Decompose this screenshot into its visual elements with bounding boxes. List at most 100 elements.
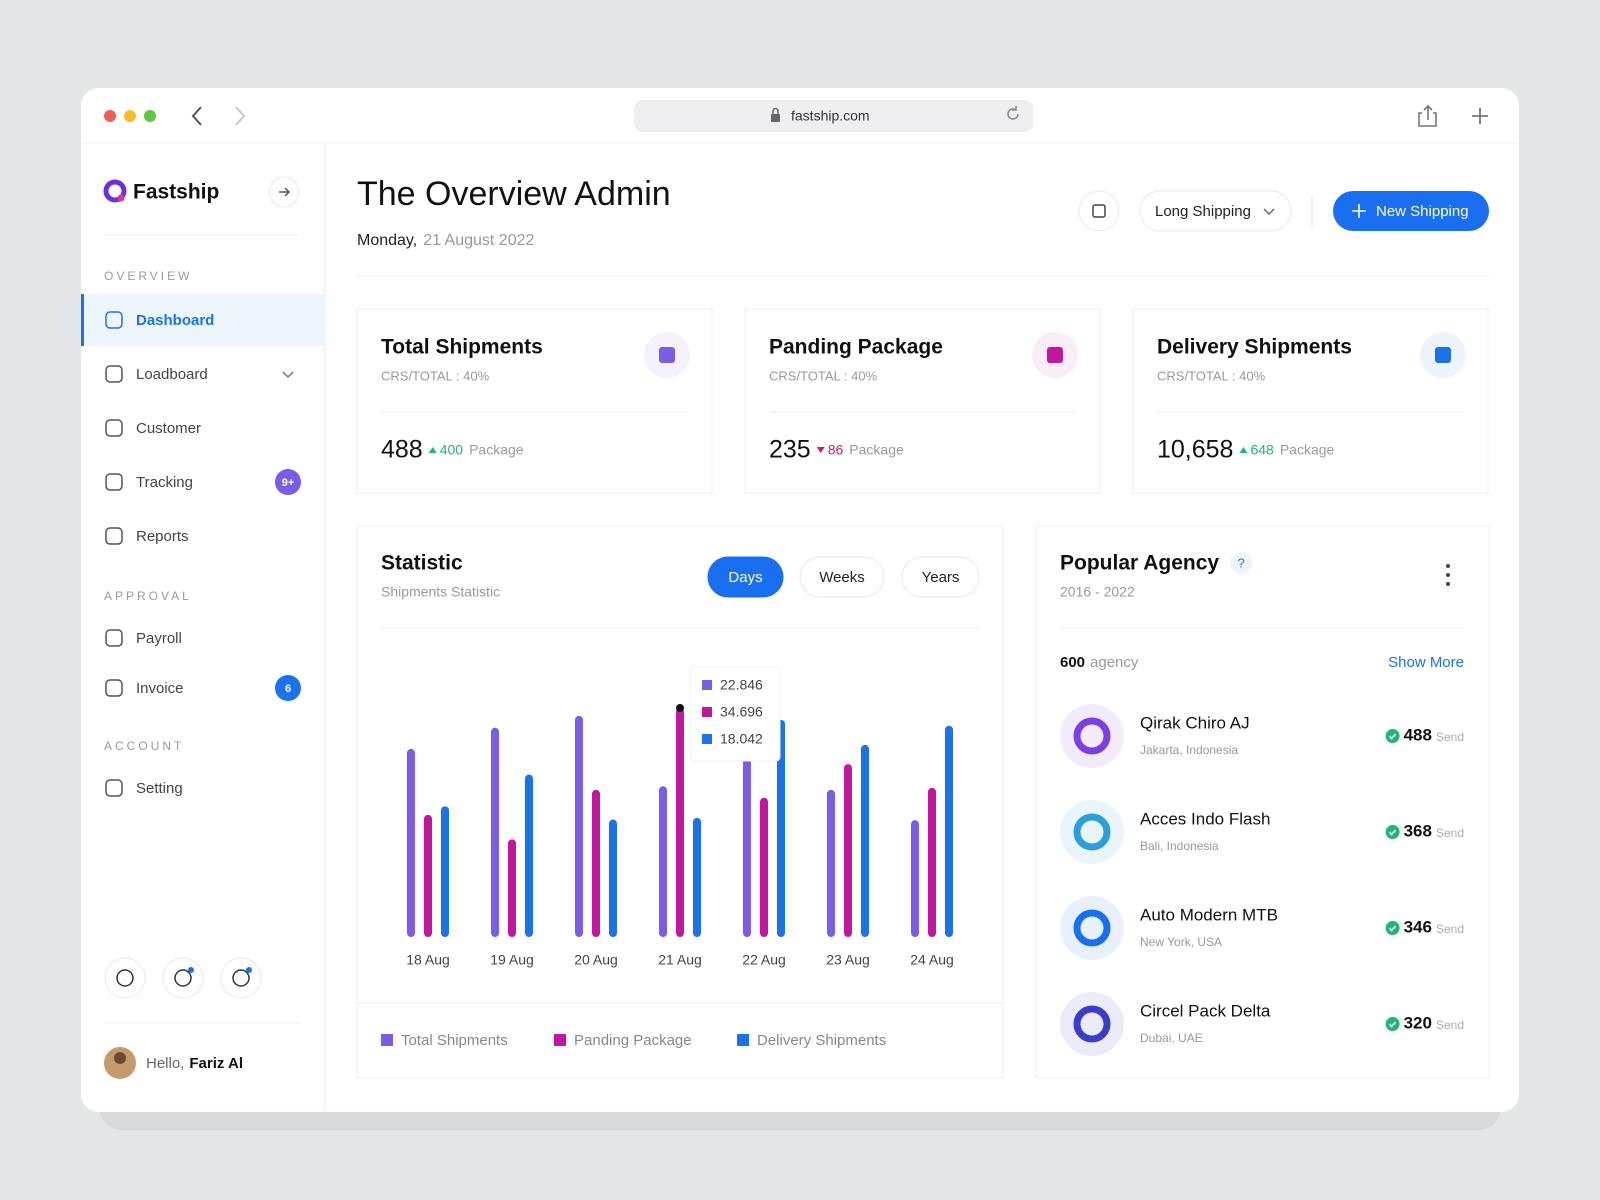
check-badge xyxy=(1385,729,1400,743)
menu-item[interactable]: Tracking xyxy=(136,474,193,491)
menu-item[interactable]: Invoice xyxy=(136,680,184,697)
menu-item[interactable]: Dashboard xyxy=(136,312,214,329)
collapse-icon xyxy=(279,187,291,197)
quick-action-icon xyxy=(174,969,192,987)
bar xyxy=(575,715,583,937)
submenu-chevron[interactable] xyxy=(282,371,294,379)
tooltip-value: 22.846 xyxy=(720,677,763,693)
quick-action[interactable] xyxy=(104,957,146,999)
window-control[interactable] xyxy=(124,110,136,122)
chart-title: Statistic xyxy=(381,552,463,575)
menu-item[interactable]: Loadboard xyxy=(136,366,208,383)
more-menu-dot[interactable] xyxy=(1446,564,1450,568)
period-tab[interactable] xyxy=(799,556,885,598)
agency-name[interactable]: Auto Modern MTB xyxy=(1140,905,1278,924)
agency-name[interactable]: Circel Pack Delta xyxy=(1140,1001,1271,1020)
quick-action[interactable] xyxy=(162,957,204,999)
calendar-icon xyxy=(1092,204,1106,218)
check-badge xyxy=(1385,921,1400,935)
stat-card xyxy=(356,308,713,494)
bar xyxy=(441,806,449,937)
hover-dot xyxy=(676,704,684,712)
bar xyxy=(760,797,768,937)
bar xyxy=(743,756,751,937)
brand-logo xyxy=(103,179,127,203)
address-bar[interactable] xyxy=(634,100,1033,132)
lock-shackle xyxy=(772,107,779,114)
help-icon[interactable] xyxy=(1230,552,1253,574)
check-mark xyxy=(1388,829,1397,836)
agency-logo xyxy=(1073,813,1111,851)
trend-arrow xyxy=(428,447,437,453)
active-item-bar xyxy=(81,294,84,346)
menu-item[interactable]: Customer xyxy=(136,420,201,437)
bar xyxy=(827,789,835,937)
agency-name[interactable]: Qirak Chiro AJ xyxy=(1140,713,1250,732)
legend-swatch xyxy=(554,1034,566,1046)
show-more-link[interactable]: Show More xyxy=(1388,654,1464,671)
menu-icon xyxy=(105,365,123,383)
new-tab-button[interactable] xyxy=(1472,108,1488,124)
section-title: ACCOUNT xyxy=(104,739,184,753)
reload-button[interactable] xyxy=(1007,106,1019,120)
period-tab-label[interactable]: Weeks xyxy=(819,569,865,586)
bar xyxy=(777,719,785,937)
bar xyxy=(945,725,953,937)
badge xyxy=(275,675,301,701)
period-tab[interactable] xyxy=(901,556,980,598)
card-title: Total Shipments xyxy=(381,336,543,359)
card-change: 648 xyxy=(1250,442,1274,458)
x-tick-label: 22 Aug xyxy=(742,952,786,968)
card-unit: Package xyxy=(849,442,904,458)
legend-label: Total Shipments xyxy=(401,1032,508,1049)
bar xyxy=(609,819,617,937)
card-title: Panding Package xyxy=(769,336,943,359)
date-value: 21 August 2022 xyxy=(423,232,534,249)
more-menu-dot[interactable] xyxy=(1446,582,1450,586)
bar xyxy=(861,744,869,937)
check-mark xyxy=(1388,733,1397,740)
agency-location: Bali, Indonesia xyxy=(1140,839,1219,853)
period-tab[interactable] xyxy=(707,556,784,598)
forward-button[interactable] xyxy=(235,106,246,126)
button-label[interactable]: New Shipping xyxy=(1376,203,1469,220)
agency-name[interactable]: Acces Indo Flash xyxy=(1140,809,1270,828)
bar xyxy=(508,839,516,937)
window-control[interactable] xyxy=(144,110,156,122)
agency-location: Dubai, UAE xyxy=(1140,1031,1203,1045)
period-tab-label[interactable]: Days xyxy=(728,569,762,586)
bar xyxy=(676,708,684,937)
menu-item[interactable]: Setting xyxy=(136,780,183,797)
agency-send-count: 346 xyxy=(1404,917,1432,936)
help-text: ? xyxy=(1237,555,1244,570)
period-tab-label[interactable]: Years xyxy=(922,569,960,586)
share-button[interactable] xyxy=(1418,104,1437,127)
menu-item[interactable]: Reports xyxy=(136,528,189,545)
agency-title: Popular Agency xyxy=(1060,552,1219,575)
agency-logo xyxy=(1073,1005,1111,1043)
card-icon xyxy=(659,347,675,363)
new-shipping-button[interactable] xyxy=(1333,191,1489,231)
bar xyxy=(659,786,667,937)
dropdown-chevron xyxy=(1263,208,1275,216)
filter-label[interactable]: Long Shipping xyxy=(1155,203,1251,220)
back-button[interactable] xyxy=(191,106,202,126)
check-badge xyxy=(1385,825,1400,839)
window-control[interactable] xyxy=(104,110,116,122)
more-menu-dot[interactable] xyxy=(1446,573,1450,577)
agency-send-count: 368 xyxy=(1404,821,1432,840)
greeting-text: Hello, xyxy=(146,1055,184,1072)
quick-action[interactable] xyxy=(220,957,262,999)
card-subtitle: CRS/TOTAL : 40% xyxy=(381,368,490,383)
menu-icon xyxy=(105,311,123,329)
x-tick-label: 18 Aug xyxy=(406,952,450,968)
date-day: Monday, xyxy=(357,232,417,249)
menu-item[interactable]: Payroll xyxy=(136,630,182,647)
calendar-button[interactable] xyxy=(1078,190,1120,232)
filter-dropdown[interactable] xyxy=(1139,190,1292,232)
agency-logo xyxy=(1073,909,1111,947)
trend-arrow xyxy=(1239,447,1248,453)
agency-count: 600 agency xyxy=(1060,654,1139,671)
